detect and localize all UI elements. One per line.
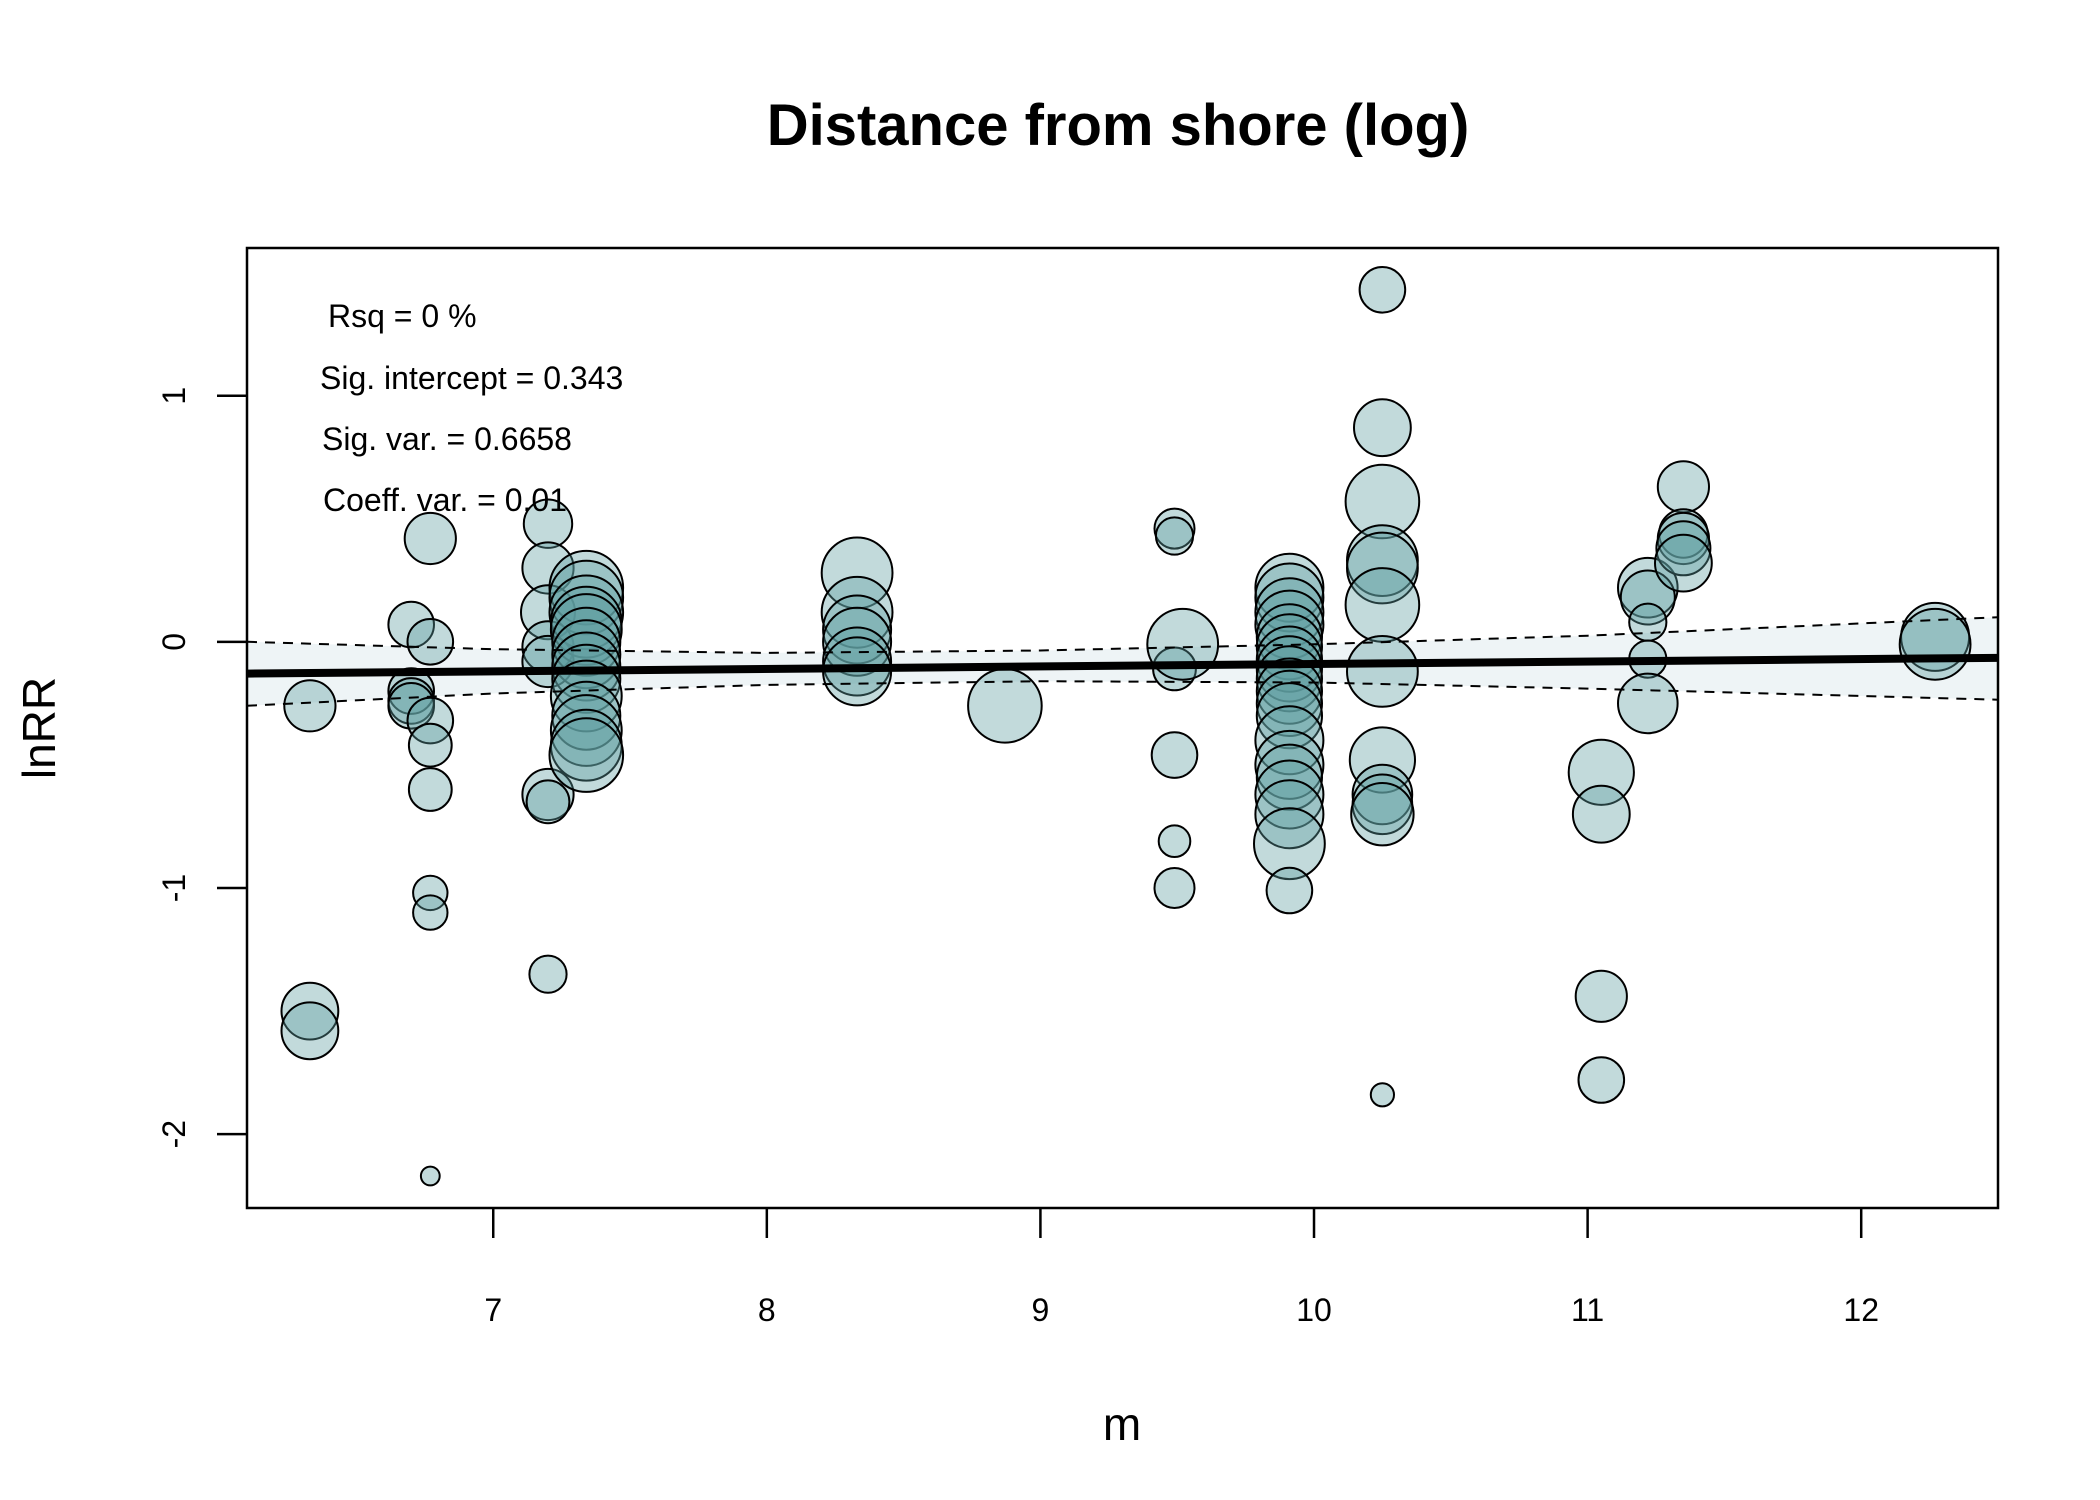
y-tick-label-1: -1: [156, 874, 192, 902]
data-point-51: [1254, 552, 1325, 623]
data-point-47: [1150, 731, 1199, 779]
data-point-2: [280, 1001, 340, 1061]
data-point-25: [548, 574, 625, 651]
data-point-24: [548, 559, 625, 636]
x-tick-label-2: 9: [1032, 1292, 1050, 1328]
data-point-44: [1153, 507, 1196, 550]
data-point-58: [1255, 635, 1324, 703]
data-point-68: [1253, 807, 1326, 881]
data-point-45: [1154, 516, 1195, 556]
data-point-38: [820, 575, 894, 649]
data-point-78: [1351, 763, 1414, 826]
data-point-49: [1153, 867, 1196, 909]
ci-lower-line: [246, 680, 1999, 707]
chart-title: Distance from shore (log): [767, 93, 1470, 158]
data-point-48: [1157, 824, 1192, 859]
data-point-15: [522, 498, 574, 549]
stats-annotations: Rsq = 0 % Sig. intercept = 0.343 Sig. va…: [320, 298, 623, 518]
data-point-52: [1254, 562, 1325, 633]
data-point-65: [1255, 743, 1324, 811]
data-point-82: [1567, 738, 1635, 806]
x-tick-label-0: 7: [484, 1292, 502, 1328]
y-axis-label: lnRR: [13, 677, 65, 779]
data-point-85: [1577, 1056, 1626, 1104]
data-point-87: [1619, 569, 1676, 626]
data-point-95: [1654, 533, 1713, 593]
data-point-1: [280, 981, 340, 1041]
x-tick-label-5: 12: [1843, 1292, 1879, 1328]
annotation-sig-var: Sig. var. = 0.6658: [322, 421, 572, 457]
data-point-14: [419, 1165, 441, 1187]
data-point-67: [1254, 779, 1325, 850]
x-axis: 7 8 9 10 11 12: [484, 1208, 1879, 1328]
confidence-band: [247, 617, 1998, 706]
data-point-10: [407, 722, 453, 768]
data-point-90: [1617, 672, 1679, 735]
y-tick-label-2: 0: [156, 633, 192, 651]
annotation-sig-intercept: Sig. intercept = 0.343: [320, 360, 623, 396]
data-point-0: [283, 679, 337, 733]
annotation-coeff-var: Coeff. var. = 0.01: [323, 482, 567, 518]
data-point-40: [822, 606, 893, 677]
ci-upper-line: [246, 616, 1999, 654]
data-point-12: [412, 874, 449, 912]
data-point-64: [1254, 729, 1325, 800]
y-tick-label-0: -2: [156, 1120, 192, 1148]
data-point-34: [549, 694, 623, 767]
data-point-88: [1628, 602, 1668, 642]
data-point-6: [387, 682, 436, 730]
data-point-83: [1571, 784, 1631, 844]
data-point-77: [1348, 726, 1417, 794]
data-point-9: [406, 696, 455, 745]
y-axis: -2 -1 0 1: [156, 387, 247, 1148]
data-point-22: [528, 954, 568, 994]
data-point-43: [967, 668, 1043, 744]
data-point-94: [1655, 520, 1712, 577]
data-point-66: [1254, 759, 1325, 830]
x-tick-label-1: 8: [758, 1292, 776, 1328]
data-point-11: [407, 767, 453, 812]
data-point-86: [1617, 556, 1679, 619]
data-point-75: [1344, 567, 1421, 643]
data-point-62: [1255, 682, 1324, 750]
x-tick-label-4: 11: [1571, 1292, 1604, 1328]
data-point-72: [1344, 463, 1421, 540]
data-point-71: [1353, 398, 1412, 458]
data-point-76: [1346, 635, 1419, 708]
plot-area: [246, 266, 1999, 1187]
data-point-16: [521, 541, 575, 595]
points-layer: [280, 266, 1972, 1187]
data-point-63: [1254, 705, 1325, 776]
data-point-80: [1350, 782, 1415, 847]
data-point-31: [551, 643, 622, 714]
y-tick-label-3: 1: [156, 387, 192, 405]
data-point-8: [406, 618, 455, 666]
data-point-36: [548, 717, 625, 793]
x-tick-label-3: 10: [1296, 1292, 1332, 1328]
annotation-rsq: Rsq = 0 %: [328, 298, 477, 334]
x-axis-label: m: [1103, 1398, 1141, 1450]
data-point-21: [525, 779, 571, 825]
data-point-84: [1574, 969, 1628, 1023]
data-point-81: [1369, 1082, 1396, 1108]
data-point-7: [403, 511, 457, 566]
data-point-41: [822, 626, 893, 697]
data-point-69: [1265, 866, 1314, 915]
data-point-70: [1358, 266, 1407, 314]
data-point-91: [1656, 460, 1711, 514]
data-point-13: [412, 894, 449, 931]
regression-line: [246, 653, 1999, 678]
plot-frame: [245, 246, 2000, 1210]
